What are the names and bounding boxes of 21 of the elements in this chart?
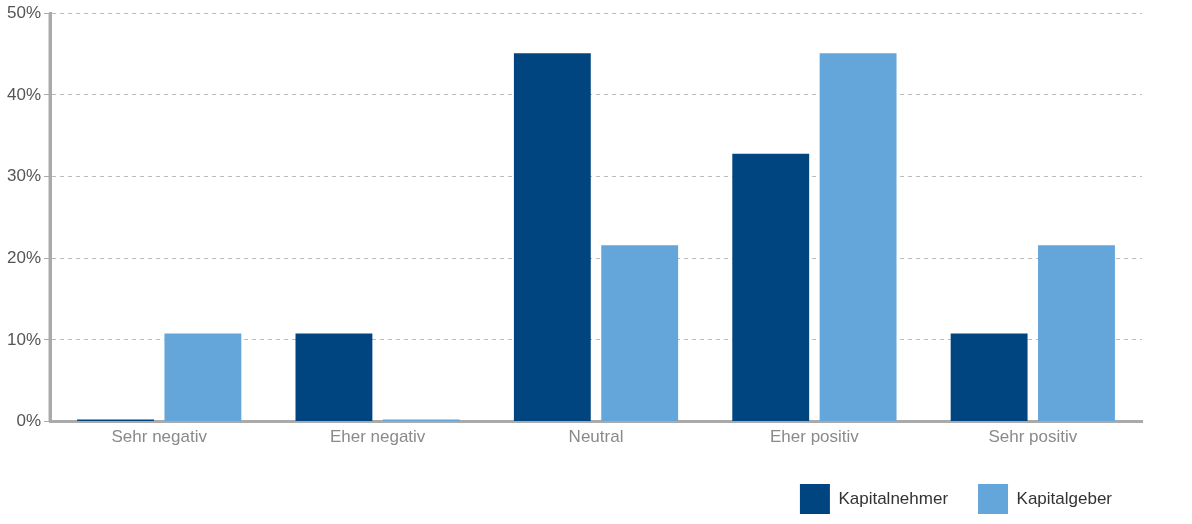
x-tick-label: Neutral (568, 427, 624, 447)
y-tick-label: 40% (6, 84, 42, 104)
bar (819, 53, 897, 422)
bar (513, 53, 591, 422)
bar (295, 333, 373, 422)
y-tick-label: 50% (6, 2, 42, 22)
bar (601, 245, 679, 422)
y-tick-label: 30% (6, 166, 42, 186)
x-tick-label: Sehr negativ (111, 427, 208, 447)
bar (732, 153, 810, 422)
bar (950, 333, 1028, 422)
legend-label: Kapitalgeber (1016, 488, 1113, 508)
y-tick-label: 10% (6, 329, 42, 349)
legend-label: Kapitalnehmer (838, 488, 949, 508)
y-tick-label: 20% (6, 247, 42, 267)
y-tick-label: 0% (16, 411, 42, 431)
bar (1038, 245, 1115, 422)
x-tick-label: Eher positiv (769, 427, 860, 447)
x-tick-label: Sehr positiv (988, 427, 1078, 447)
x-tick-label: Eher negativ (329, 427, 426, 447)
bar (164, 333, 242, 422)
